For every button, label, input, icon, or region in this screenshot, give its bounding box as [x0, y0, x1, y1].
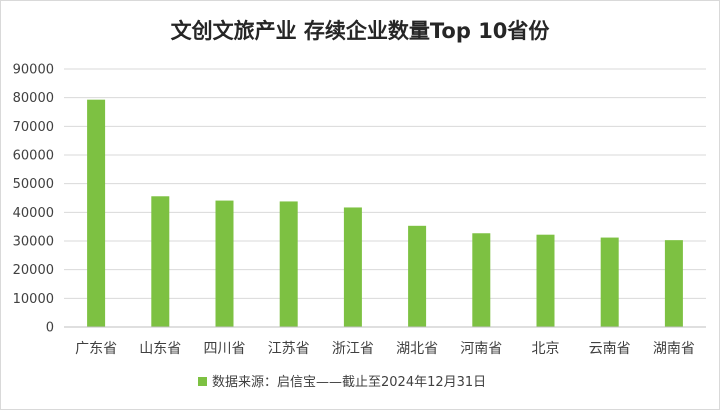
bar [151, 196, 170, 327]
y-tick-label: 90000 [13, 63, 54, 78]
bar [87, 99, 106, 327]
y-tick-label: 30000 [13, 235, 54, 250]
x-tick-label: 湖北省 [396, 341, 438, 357]
x-axis-categories: 广东省 山东省 四川省 江苏省 浙江省 湖北省 河南省 北京 云南省 湖南省 [75, 341, 695, 357]
chart-title: 文创文旅产业 存续企业数量Top 10省份 [171, 19, 551, 43]
x-tick-label: 河南省 [460, 341, 502, 357]
bar [343, 207, 362, 327]
x-tick-label: 云南省 [589, 341, 631, 357]
bar [536, 234, 555, 327]
y-tick-label: 10000 [13, 292, 54, 307]
bar [408, 225, 427, 327]
y-axis-ticks: 0 10000 20000 30000 40000 50000 60000 70000 8000… [13, 63, 54, 336]
y-tick-label: 20000 [13, 263, 54, 278]
legend-swatch [198, 377, 207, 386]
y-tick-label: 40000 [13, 206, 54, 221]
y-tick-label: 70000 [13, 120, 54, 135]
x-tick-label: 江苏省 [268, 341, 310, 357]
bar [600, 237, 619, 327]
legend: 数据来源：启信宝——截止至2024年12月31日 [198, 375, 486, 390]
y-tick-label: 50000 [13, 177, 54, 192]
x-tick-label: 浙江省 [332, 341, 374, 357]
x-tick-label: 北京 [532, 341, 560, 357]
bar [279, 201, 298, 327]
bar [215, 200, 234, 327]
bars [87, 99, 683, 327]
y-tick-label: 80000 [13, 91, 54, 106]
y-tick-label: 60000 [13, 149, 54, 164]
legend-label: 数据来源：启信宝——截止至2024年12月31日 [212, 375, 486, 390]
x-tick-label: 山东省 [139, 341, 181, 357]
x-tick-label: 四川省 [204, 341, 246, 357]
gridlines [64, 68, 706, 299]
bar [664, 240, 683, 327]
x-tick-label: 广东省 [75, 341, 117, 357]
y-tick-label: 0 [46, 321, 54, 336]
bar [472, 233, 491, 327]
x-tick-label: 湖南省 [653, 341, 695, 357]
